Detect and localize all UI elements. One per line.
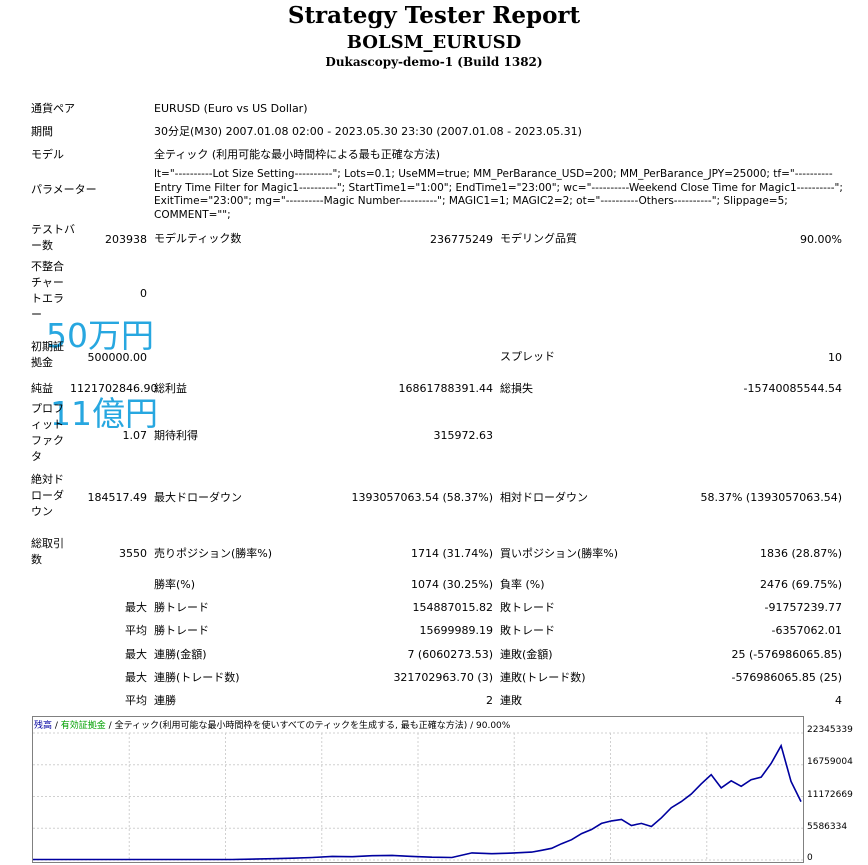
max-dd-label: 最大ドローダウン (154, 491, 242, 504)
consec-win-trd-value: 321702963.70 (3) (393, 671, 493, 684)
consec-win-trd-label: 連勝(トレード数) (154, 671, 240, 684)
largest-loss-value: -91757239.77 (764, 601, 842, 614)
spread-label: スプレッド (500, 350, 555, 363)
profit-annotation: 11億円 (50, 394, 158, 433)
max-consec-amt-prefix: 最大 (125, 648, 147, 661)
report-title: Strategy Tester Report (287, 2, 581, 29)
symbol-value: EURUSD (Euro vs US Dollar) (154, 102, 308, 115)
gross-loss-label: 総損失 (500, 382, 533, 395)
max-dd-value: 1393057063.54 (58.37%) (351, 491, 493, 504)
win-value: 1074 (30.25%) (410, 578, 493, 591)
deposit-value: 500000.00 (87, 351, 148, 364)
chart-caption-sep2: / (105, 721, 115, 731)
quality-value: 90.00% (800, 233, 842, 246)
abs-dd-label: 絶対ドローダウン (31, 473, 64, 518)
server-info: Dukascopy-demo-1 (Build 1382) (325, 55, 543, 69)
deposit-label: 初期証拠金 (31, 340, 64, 369)
largest-prefix: 最大 (125, 601, 147, 614)
expected-value: 315972.63 (433, 429, 494, 442)
gross-profit-value: 16861788391.44 (398, 382, 493, 395)
gross-loss-value: -15740085544.54 (743, 382, 842, 395)
model-value: 全ティック (利用可能な最小時間枠による最も正確な方法) (154, 148, 441, 161)
win-label: 勝率(%) (154, 578, 196, 591)
period-value: 30分足(M30) 2007.01.08 02:00 - 2023.05.30 … (154, 125, 582, 138)
avg-consec-win-value: 2 (486, 694, 493, 707)
spread-value: 10 (828, 351, 842, 364)
model-label: モデル (31, 148, 64, 161)
period-label: 期間 (31, 125, 53, 138)
consec-loss-amt-label: 連敗(金額) (500, 648, 553, 661)
avg-loss-label: 敗トレード (500, 624, 555, 637)
short-value: 1714 (31.74%) (410, 547, 493, 560)
bars-label: テストバー数 (31, 223, 75, 252)
chart-caption-mode: 全ティック(利用可能な最小時間枠を使いすべてのティックを生成する, 最も正確な方… (114, 721, 468, 731)
bars-value: 203938 (105, 233, 147, 246)
rel-dd-value: 58.37% (1393057063.54) (700, 491, 842, 504)
max-consec-trd-prefix: 最大 (125, 671, 147, 684)
ytick-label: 16759004 (807, 757, 853, 767)
chart-caption-quality: / 90.00% (467, 721, 511, 731)
average-prefix: 平均 (125, 624, 147, 637)
consec-loss-trd-label: 連敗(トレード数) (500, 671, 586, 684)
ticks-label: モデルティック数 (154, 232, 242, 245)
ea-name: BOLSM_EURUSD (346, 32, 522, 53)
mismatch-value: 0 (140, 287, 147, 300)
avg-win-value: 15699989.19 (419, 624, 493, 637)
largest-loss-label: 敗トレード (500, 601, 555, 614)
rel-dd-label: 相対ドローダウン (500, 491, 588, 504)
gross-profit-label: 総利益 (154, 382, 187, 395)
symbol-label: 通貨ペア (31, 102, 75, 115)
net-label: 純益 (31, 382, 53, 395)
balance-series-line (33, 743, 802, 861)
consec-win-amt-label: 連勝(金額) (154, 648, 207, 661)
params-label: パラメーター (31, 183, 97, 196)
trades-label: 総取引数 (31, 537, 64, 566)
chart-legend-balance: 残高 (34, 721, 53, 731)
long-value: 1836 (28.87%) (759, 547, 842, 560)
avg-consec-prefix: 平均 (125, 694, 147, 707)
net-value: 1121702846.90 (70, 382, 158, 395)
trades-value: 3550 (119, 547, 147, 560)
pf-label: プロフィットファクタ (31, 402, 64, 463)
chart-caption: 残高 / 有効証拠金 / 全ティック(利用可能な最小時間枠を使いすべてのティック… (34, 718, 510, 731)
loss-label: 負率 (%) (500, 578, 545, 591)
largest-win-value: 154887015.82 (412, 601, 493, 614)
avg-consec-loss-label: 連敗 (500, 694, 522, 707)
avg-consec-win-label: 連勝 (154, 694, 176, 707)
ytick-label: 11172669 (807, 790, 853, 800)
ytick-label: 22345339 (807, 725, 853, 735)
ticks-value: 236775249 (430, 233, 493, 246)
pf-value: 1.07 (122, 429, 148, 442)
ytick-label: 0 (807, 853, 813, 863)
mismatch-label: 不整合チャートエラー (31, 260, 64, 321)
largest-win-label: 勝トレード (154, 601, 209, 614)
abs-dd-value: 184517.49 (87, 491, 148, 504)
consec-loss-trd-value: -576986065.85 (25) (731, 671, 842, 684)
avg-win-label: 勝トレード (154, 624, 209, 637)
margin-series-line (33, 744, 802, 860)
short-label: 売りポジション(勝率%) (154, 547, 273, 560)
avg-loss-value: -6357062.01 (771, 624, 842, 637)
expected-label: 期待利得 (154, 429, 198, 442)
quality-label: モデリング品質 (500, 232, 577, 245)
params-value: lt="----------Lot Size Setting----------… (154, 168, 843, 221)
avg-consec-loss-value: 4 (835, 694, 842, 707)
balance-chart-svg (33, 732, 803, 861)
balance-chart (32, 716, 804, 863)
chart-legend-margin: 有効証拠金 (60, 721, 106, 731)
ytick-label: 5586334 (807, 822, 848, 832)
deposit-annotation: 50万円 (46, 316, 154, 355)
chart-caption-sep1: / (52, 721, 61, 731)
loss-value: 2476 (69.75%) (759, 578, 842, 591)
long-label: 買いポジション(勝率%) (500, 547, 619, 560)
consec-loss-amt-value: 25 (-576986065.85) (731, 648, 842, 661)
consec-win-amt-value: 7 (6060273.53) (407, 648, 493, 661)
